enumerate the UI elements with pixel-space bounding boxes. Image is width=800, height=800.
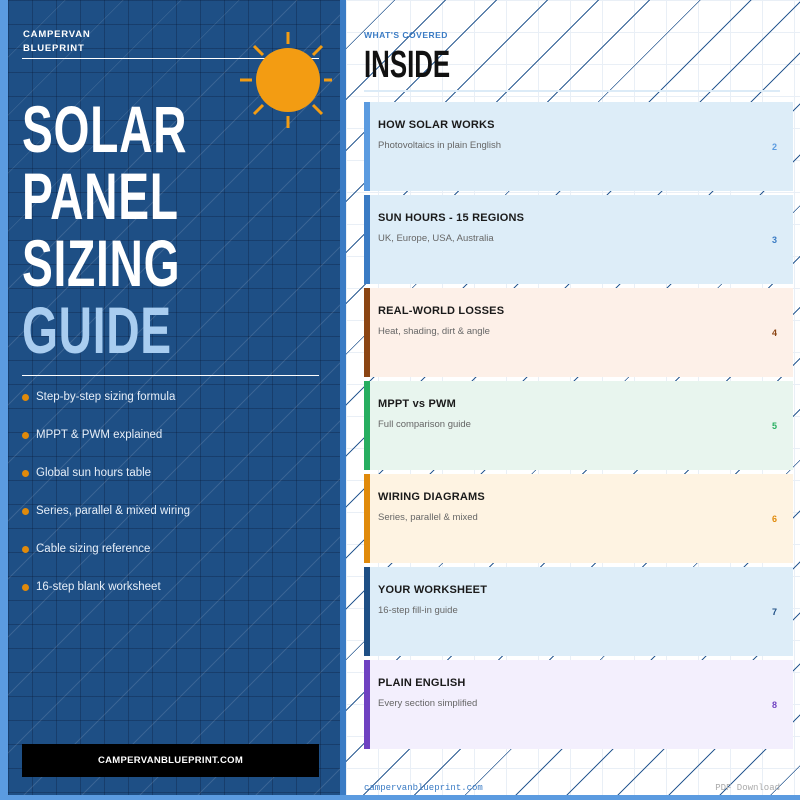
- divider: [364, 90, 780, 92]
- bullet-icon: [22, 470, 29, 477]
- card-title: PLAIN ENGLISH: [378, 677, 466, 689]
- feature-label: MPPT & PWM explained: [36, 429, 163, 441]
- contents-card[interactable]: YOUR WORKSHEET 16-step fill-in guide 7: [364, 567, 793, 656]
- feature-label: Global sun hours table: [36, 467, 152, 479]
- feature-item: 16-step blank worksheet: [22, 579, 190, 617]
- cover-title: SOLAR PANEL SIZING GUIDE: [22, 92, 188, 367]
- bullet-icon: [22, 432, 29, 439]
- contents-card[interactable]: PLAIN ENGLISH Every section simplified 8: [364, 660, 793, 749]
- page-number: 5: [771, 421, 777, 431]
- bullet-icon: [22, 394, 29, 401]
- feature-label: Cable sizing reference: [36, 543, 151, 555]
- feature-item: Global sun hours table: [22, 465, 190, 503]
- feature-list: Step-by-step sizing formula MPPT & PWM ex…: [22, 389, 190, 617]
- spine-stripe: [340, 0, 346, 795]
- card-subtitle: Series, parallel & mixed: [378, 512, 478, 523]
- card-subtitle: Heat, shading, dirt & angle: [378, 326, 490, 337]
- contents-card[interactable]: MPPT vs PWM Full comparison guide 5: [364, 381, 793, 470]
- page-number: 6: [771, 514, 777, 524]
- card-title: HOW SOLAR WORKS: [378, 119, 495, 131]
- page-number: 8: [771, 700, 777, 710]
- feature-item: Series, parallel & mixed wiring: [22, 503, 190, 541]
- card-subtitle: 16-step fill-in guide: [378, 605, 458, 616]
- divider: [22, 375, 319, 376]
- feature-item: Cable sizing reference: [22, 541, 190, 579]
- bullet-icon: [22, 508, 29, 515]
- card-title: YOUR WORKSHEET: [378, 584, 488, 596]
- contents-card[interactable]: HOW SOLAR WORKS Photovoltaics in plain En…: [364, 102, 793, 191]
- card-subtitle: Photovoltaics in plain English: [378, 140, 502, 151]
- contents-card[interactable]: WIRING DIAGRAMS Series, parallel & mixed 6: [364, 474, 793, 563]
- feature-label: Series, parallel & mixed wiring: [36, 505, 191, 517]
- bullet-icon: [22, 546, 29, 553]
- bullet-icon: [22, 584, 29, 591]
- website-button[interactable]: CAMPERVANBLUEPRINT.COM: [22, 744, 319, 777]
- card-title: MPPT vs PWM: [378, 398, 456, 410]
- card-subtitle: Full comparison guide: [378, 419, 471, 430]
- card-subtitle: Every section simplified: [378, 698, 478, 709]
- page-number: 7: [771, 607, 777, 617]
- feature-item: MPPT & PWM explained: [22, 427, 190, 465]
- feature-label: 16-step blank worksheet: [36, 581, 161, 593]
- footer-label: PDF Download: [715, 783, 780, 793]
- sun-icon: [240, 32, 332, 128]
- footer-website-link[interactable]: campervanblueprint.com: [364, 783, 483, 793]
- divider: [22, 58, 319, 59]
- cover-panel: CAMPERVAN BLUEPRINT SOLAR PANEL SIZING GUIDE…: [8, 0, 340, 795]
- section-heading: INSIDE: [364, 44, 451, 86]
- contents-panel: WHAT'S COVERED INSIDE HOW SOLAR WORKS Pho…: [346, 0, 800, 795]
- card-subtitle: UK, Europe, USA, Australia: [378, 233, 494, 244]
- section-kicker: WHAT'S COVERED: [364, 30, 448, 40]
- feature-item: Step-by-step sizing formula: [22, 389, 190, 427]
- card-title: SUN HOURS - 15 REGIONS: [378, 212, 525, 224]
- page-number: 3: [771, 235, 777, 245]
- contents-card[interactable]: SUN HOURS - 15 REGIONS UK, Europe, USA, A…: [364, 195, 793, 284]
- page-number: 4: [771, 328, 777, 338]
- contents-card[interactable]: REAL-WORLD LOSSES Heat, shading, dirt & a…: [364, 288, 793, 377]
- card-title: WIRING DIAGRAMS: [378, 491, 485, 503]
- page-number: 2: [771, 142, 777, 152]
- card-title: REAL-WORLD LOSSES: [378, 305, 505, 317]
- feature-label: Step-by-step sizing formula: [36, 391, 176, 403]
- brand-name: CAMPERVAN BLUEPRINT: [23, 29, 91, 54]
